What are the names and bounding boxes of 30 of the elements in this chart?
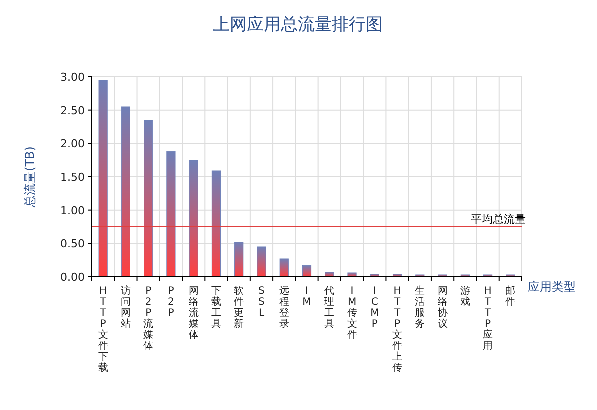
chart-title: 上网应用总流量排行图 xyxy=(213,15,383,35)
x-tick-label: HTTP文件上传 xyxy=(392,286,403,374)
x-tick-label: 网络流媒体 xyxy=(188,286,199,341)
x-tick-label: P2P xyxy=(168,286,174,319)
x-tick-label: 网络协议 xyxy=(438,286,448,330)
x-tick-label: HTTP文件下载 xyxy=(98,286,108,374)
y-tick-label: 0.00 xyxy=(60,271,85,284)
y-tick-label: 2.50 xyxy=(60,104,85,118)
x-tick-label: IM xyxy=(302,286,312,308)
x-tick-label: HTTP应用 xyxy=(483,286,494,352)
y-tick-label: 3.00 xyxy=(60,71,85,84)
x-tick-label: P2P流媒体 xyxy=(144,286,154,352)
x-tick-label: ICMP xyxy=(370,286,380,330)
x-tick-label: 访问网站 xyxy=(120,285,131,330)
y-tick-label: 1.00 xyxy=(60,204,85,218)
x-tick-label: 生活服务 xyxy=(415,285,426,330)
x-tick-label: SSL xyxy=(258,286,265,319)
x-tick-label: 软件更新 xyxy=(234,285,244,330)
x-tick-label: 远程登录 xyxy=(279,285,290,330)
x-tick-label: 邮件 xyxy=(506,285,516,308)
x-axis-title: 应用类型 xyxy=(528,280,576,294)
x-tick-label: 下载工具 xyxy=(211,286,222,330)
x-tick-label: 代理工具 xyxy=(324,286,335,330)
y-axis-title: 总流量(TB) xyxy=(23,146,37,208)
y-tick-label: 1.50 xyxy=(60,171,85,184)
y-tick-label: 2.00 xyxy=(60,138,85,151)
x-tick-label: IM传文件 xyxy=(347,286,358,341)
x-tick-label: 游戏 xyxy=(460,285,470,308)
y-tick-label: 0.50 xyxy=(60,238,85,251)
ref-line-label: 平均总流量 xyxy=(471,213,526,226)
